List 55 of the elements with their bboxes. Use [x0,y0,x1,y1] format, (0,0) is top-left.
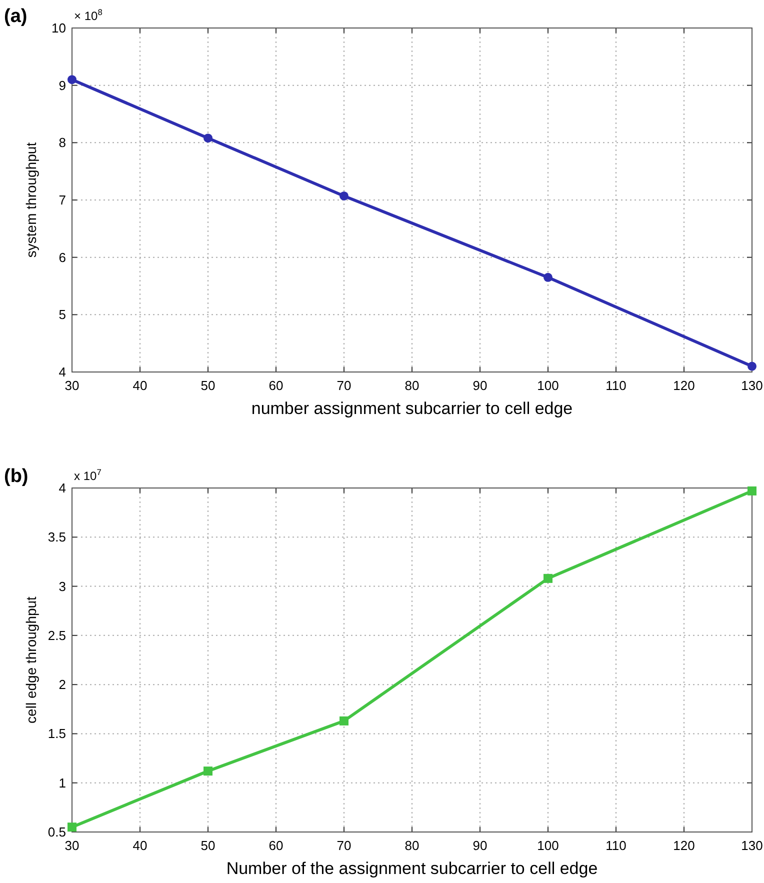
y-tick-label: 3 [58,578,66,594]
text: × 10$^{8}$ [74,7,103,23]
x-tick-label: 40 [132,378,148,393]
point [544,574,552,583]
point [204,766,212,776]
y-tick-label: 1.5 [48,726,66,742]
x-tick-label: 90 [472,838,488,853]
y-tick-label: 2 [58,677,66,692]
x-tick-label: 70 [336,838,352,853]
x-tick-label: 30 [64,378,80,393]
y-tick-label: 4 [58,480,66,496]
x-tick-label: 130 [741,838,763,853]
chart-title: (b) [4,466,28,487]
point [68,75,76,84]
y-tick-label: 1 [58,775,66,790]
point [204,134,212,143]
x-axis-title: number assignment subcarrier to cell edge [251,399,573,418]
y-tick-label: 4 [58,364,66,380]
y-tick-label: 0.5 [48,824,66,840]
point [748,486,756,496]
point [748,362,756,371]
point [544,272,552,282]
x-tick-label: 120 [673,378,695,393]
x-tick-label: 70 [336,378,352,393]
y-tick-label: 8 [58,135,66,150]
y-axis-title: cell edge throughput [23,596,39,724]
x-tick-label: 100 [537,838,559,853]
x-tick-label: 40 [132,838,148,853]
y-tick-label: 9 [58,78,66,93]
x-tick-label: 110 [606,838,626,853]
x-tick-label: 60 [268,378,284,393]
text: x 10$^{7}$ [74,467,102,483]
chart-title: (a) [4,6,28,27]
x-tick-label: 50 [200,378,216,393]
point [68,822,76,832]
x-tick-label: 120 [673,838,695,853]
y-axis-title: system throughput [23,142,39,258]
y-tick-label: 6 [58,250,66,265]
x-tick-label: 130 [741,378,763,393]
y-tick-label: 5 [58,307,66,322]
point [340,716,348,726]
x-tick-label: 80 [404,378,420,393]
x-tick-label: 50 [200,838,216,853]
x-axis-title: Number of the assignment subcarrier to cell edge [226,859,598,878]
x-tick-label: 100 [537,378,559,393]
x-tick-label: 80 [404,838,420,853]
x-tick-label: 110 [606,378,626,393]
x-tick-label: 90 [472,378,488,393]
y-tick-label: 7 [58,192,66,208]
x-tick-label: 60 [268,838,284,853]
y-tick-label: 3.5 [48,530,66,545]
point [340,191,348,200]
x-tick-label: 30 [64,838,80,853]
y-tick-label: 2.5 [48,628,66,643]
y-tick-label: 10 [52,20,66,36]
